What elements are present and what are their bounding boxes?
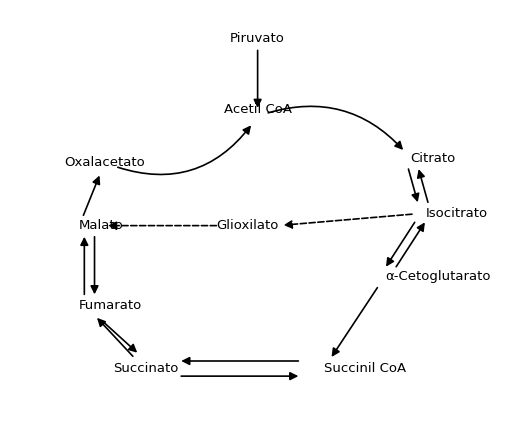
Text: Succinil CoA: Succinil CoA	[324, 362, 406, 375]
Text: Oxalacetato: Oxalacetato	[64, 156, 145, 169]
Text: α-Cetoglutarato: α-Cetoglutarato	[385, 270, 490, 282]
Text: Citrato: Citrato	[410, 152, 456, 165]
Text: Piruvato: Piruvato	[230, 32, 285, 45]
Text: Succinato: Succinato	[113, 362, 178, 375]
Text: Acetil CoA: Acetil CoA	[224, 103, 292, 116]
Text: Glioxilato: Glioxilato	[216, 219, 279, 232]
Text: Malato: Malato	[79, 219, 124, 232]
Text: Isocitrato: Isocitrato	[426, 207, 488, 219]
Text: Fumarato: Fumarato	[79, 299, 142, 312]
